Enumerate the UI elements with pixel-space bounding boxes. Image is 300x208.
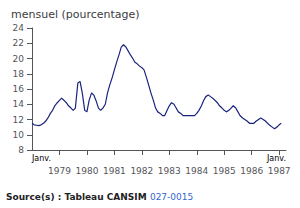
svg-text:Source(s) : Tableau CANSIM: Source(s) : Tableau CANSIM — [6, 192, 147, 202]
svg-text:8: 8 — [18, 145, 24, 155]
svg-text:1987: 1987 — [268, 166, 291, 176]
svg-text:16: 16 — [13, 84, 25, 94]
svg-text:1982: 1982 — [130, 166, 153, 176]
svg-text:Janv.: Janv. — [266, 154, 286, 163]
svg-text:20: 20 — [13, 54, 25, 64]
svg-text:1984: 1984 — [185, 166, 208, 176]
svg-text:1986: 1986 — [240, 166, 263, 176]
svg-text:1981: 1981 — [103, 166, 126, 176]
svg-text:027-0015: 027-0015 — [150, 192, 193, 202]
svg-text:1980: 1980 — [75, 166, 98, 176]
svg-text:14: 14 — [13, 99, 25, 109]
svg-text:18: 18 — [13, 69, 25, 79]
svg-text:10: 10 — [13, 130, 25, 140]
svg-text:12: 12 — [13, 115, 24, 125]
svg-text:1983: 1983 — [158, 166, 181, 176]
svg-text:mensuel (pourcentage): mensuel (pourcentage) — [11, 8, 140, 21]
svg-text:1979: 1979 — [48, 166, 71, 176]
svg-text:22: 22 — [13, 38, 24, 48]
svg-text:24: 24 — [13, 23, 25, 33]
svg-text:Janv.: Janv. — [31, 154, 51, 163]
svg-text:1985: 1985 — [213, 166, 236, 176]
